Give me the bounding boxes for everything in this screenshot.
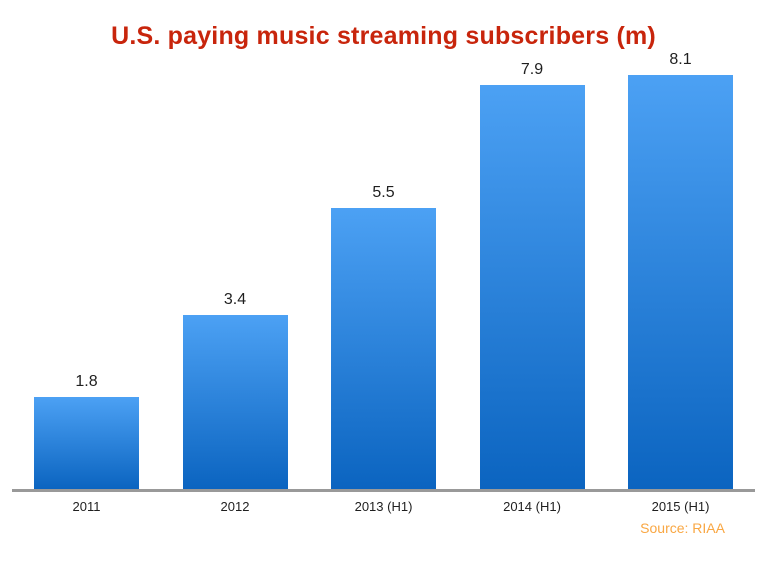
bar-group: 3.4 bbox=[182, 291, 288, 489]
bar bbox=[182, 315, 288, 489]
bar-value-label: 5.5 bbox=[372, 184, 395, 201]
bar-group: 1.8 bbox=[34, 373, 139, 489]
source-credit: Source: RIAA bbox=[640, 520, 725, 536]
ticks-row: 2011 2012 2013 (H1) 2014 (H1) 2015 (H1) bbox=[12, 499, 755, 514]
chart-area: 1.8 3.4 5.5 7.9 8.1 2011 2012 2013 (H1) 2014 (H… bbox=[12, 51, 755, 514]
bars-row: 1.8 3.4 5.5 7.9 8.1 bbox=[12, 51, 755, 492]
bar bbox=[628, 75, 733, 489]
bar bbox=[331, 208, 436, 489]
bar-group: 7.9 bbox=[479, 61, 585, 489]
bar-group: 5.5 bbox=[331, 184, 436, 489]
bar bbox=[479, 85, 585, 489]
x-tick-label: 2013 (H1) bbox=[354, 499, 413, 514]
bar-value-label: 3.4 bbox=[223, 291, 247, 308]
bar-value-label: 1.8 bbox=[75, 373, 98, 390]
chart-title: U.S. paying music streaming subscribers … bbox=[111, 22, 656, 50]
bar-group: 8.1 bbox=[628, 51, 733, 489]
x-tick-label: 2014 (H1) bbox=[503, 499, 561, 514]
bar-value-label: 7.9 bbox=[520, 61, 544, 78]
x-tick-label: 2015 (H1) bbox=[651, 499, 710, 514]
x-tick-label: 2011 bbox=[72, 499, 101, 514]
bar bbox=[34, 397, 139, 489]
bar-value-label: 8.1 bbox=[669, 51, 692, 68]
x-tick-label: 2012 bbox=[220, 499, 250, 514]
